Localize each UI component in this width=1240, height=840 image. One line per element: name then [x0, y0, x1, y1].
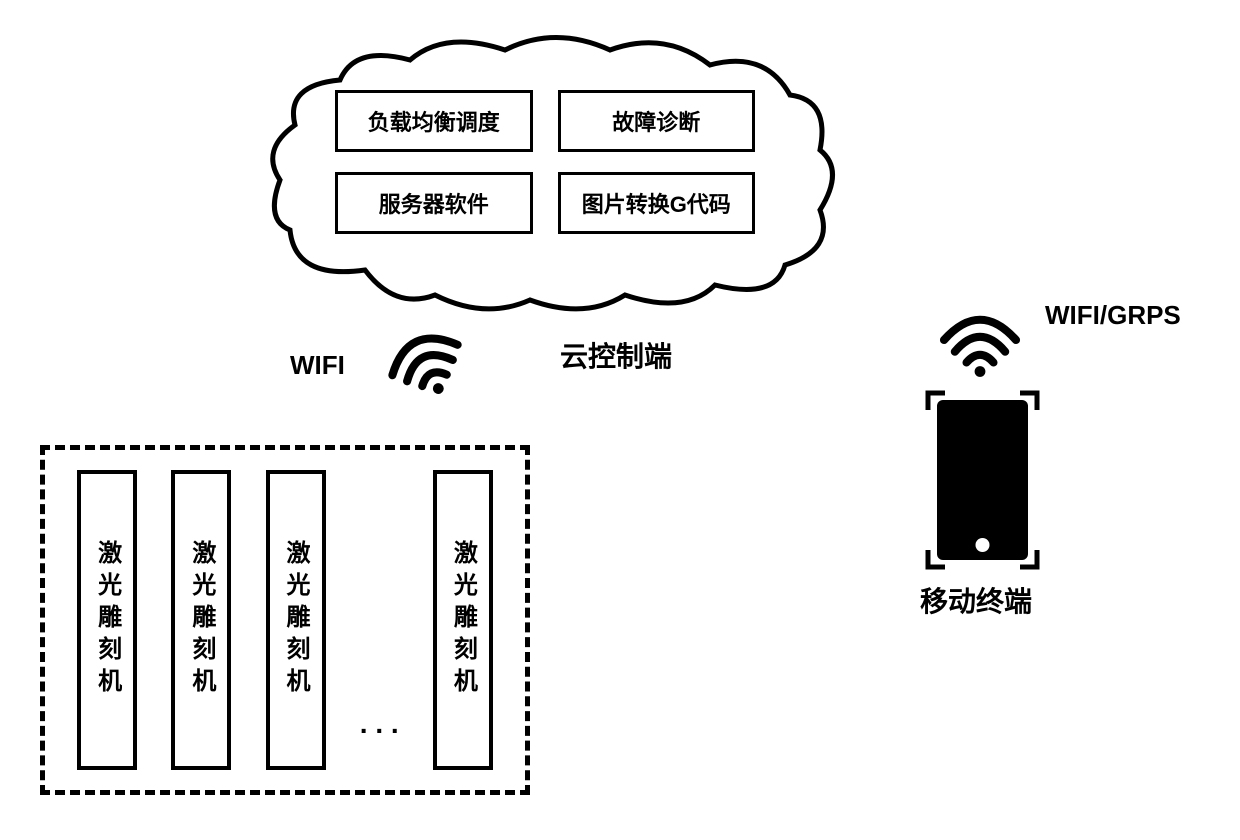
mobile-label: 移动终端: [920, 580, 1032, 620]
cloud-control: 负载均衡调度 故障诊断 服务器软件 图片转换G代码: [235, 20, 855, 330]
ellipsis: . . .: [360, 708, 399, 740]
cloud-boxes-grid: 负载均衡调度 故障诊断 服务器软件 图片转换G代码: [335, 90, 755, 234]
load-balance-box: 负载均衡调度: [335, 90, 533, 152]
cloud-label: 云控制端: [560, 335, 672, 375]
machine-box: 激光雕刻机: [171, 470, 231, 770]
gcode-convert-box: 图片转换G代码: [558, 172, 756, 234]
diagram-container: 负载均衡调度 故障诊断 服务器软件 图片转换G代码 云控制端 WIFI WIFI…: [0, 0, 1240, 840]
wifi-icon: [935, 300, 1025, 380]
fault-diagnosis-box: 故障诊断: [558, 90, 756, 152]
machines-group: 激光雕刻机 激光雕刻机 激光雕刻机 . . . 激光雕刻机: [40, 445, 530, 795]
server-software-box: 服务器软件: [335, 172, 533, 234]
wifi-left-label: WIFI: [290, 350, 345, 381]
machine-box: 激光雕刻机: [77, 470, 137, 770]
wifi-right-label: WIFI/GRPS: [1045, 300, 1181, 331]
mobile-device-icon: [925, 390, 1040, 570]
machine-box: 激光雕刻机: [433, 470, 493, 770]
machine-box: 激光雕刻机: [266, 470, 326, 770]
